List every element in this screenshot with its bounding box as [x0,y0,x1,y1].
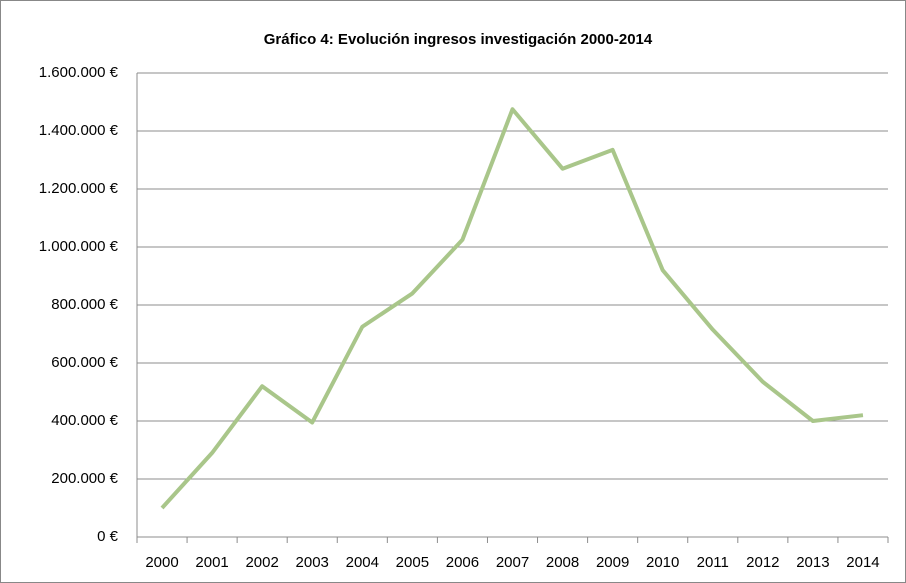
x-tick-label: 2008 [546,554,579,571]
y-tick-label: 800.000 € [51,296,118,313]
x-tick-label: 2000 [145,554,178,571]
x-tick-label: 2003 [296,554,329,571]
y-tick-label: 1.000.000 € [39,238,119,255]
y-tick-label: 1.200.000 € [39,180,119,197]
x-tick-label: 2002 [245,554,278,571]
y-tick-label: 600.000 € [51,354,118,371]
x-tick-label: 2004 [346,554,379,571]
chart-title: Gráfico 4: Evolución ingresos investigac… [264,31,653,48]
data-line [160,107,864,510]
x-tick-label: 2005 [396,554,429,571]
x-tick-label: 2013 [796,554,829,571]
y-tick-label: 400.000 € [51,412,118,429]
y-tick-label: 200.000 € [51,470,118,487]
x-tick-label: 2009 [596,554,629,571]
x-tick-label: 2011 [697,554,729,571]
x-tick-label: 2007 [496,554,529,571]
x-tick-label: 2014 [846,554,879,571]
x-tick-label: 2006 [446,554,479,571]
x-tick-label: 2010 [646,554,679,571]
y-tick-label: 0 € [97,528,119,545]
x-tick-label: 2001 [195,554,228,571]
y-tick-label: 1.400.000 € [39,122,119,139]
x-tick-label: 2012 [746,554,779,571]
y-tick-label: 1.600.000 € [39,64,119,81]
